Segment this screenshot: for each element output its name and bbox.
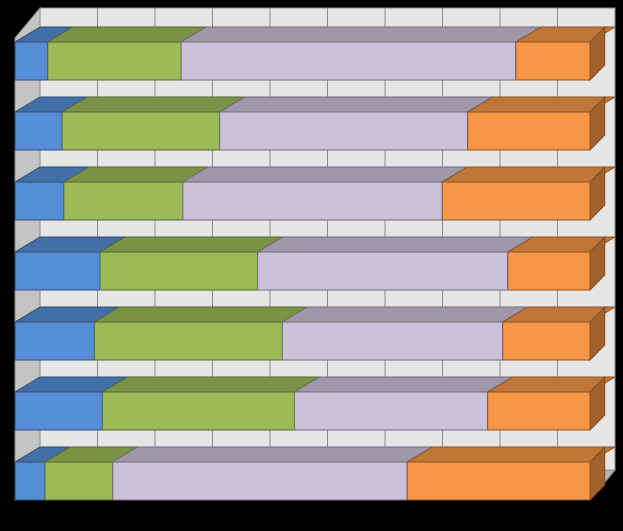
bar-segment <box>93 321 283 361</box>
bar-segment-top <box>255 236 535 253</box>
bar-segment-top <box>292 376 515 393</box>
bar-segment <box>441 181 591 221</box>
bar-segment <box>14 41 49 81</box>
bar-segment-top <box>60 96 247 113</box>
bar-segment <box>112 461 408 501</box>
bar-segment <box>14 181 65 221</box>
bar-row <box>13 375 617 432</box>
bars <box>13 25 617 502</box>
bar-segment <box>63 181 184 221</box>
bar-segment-top <box>45 26 208 43</box>
bar-segment-top <box>100 376 322 393</box>
bar-row <box>13 165 617 222</box>
bar-segment-top <box>217 96 495 113</box>
bar-segment <box>14 391 103 431</box>
bar-segment-top <box>92 306 310 323</box>
bar-segment-top <box>280 306 530 323</box>
bar-row <box>13 95 617 152</box>
bar-segment-top <box>179 26 543 43</box>
bar-segment <box>487 391 591 431</box>
bar-segment <box>293 391 489 431</box>
bar-segment <box>467 111 591 151</box>
bar-segment <box>180 41 517 81</box>
bar-segment <box>281 321 504 361</box>
bar-segment-top <box>440 166 617 183</box>
bar-segment <box>182 181 443 221</box>
bar-segment <box>257 251 509 291</box>
bar-segment <box>14 461 46 501</box>
bar-segment <box>502 321 591 361</box>
bar-row <box>13 25 617 82</box>
bar-row <box>13 305 617 362</box>
bar-segment <box>14 111 63 151</box>
bar-segment <box>515 41 591 81</box>
bar-segment-top <box>98 236 285 253</box>
bar-segment <box>219 111 469 151</box>
bar-segment-top <box>181 166 470 183</box>
bar-segment <box>99 251 259 291</box>
bar-segment <box>406 461 591 501</box>
bar-segment <box>14 251 101 291</box>
bar-row <box>13 445 617 502</box>
bar-segment <box>507 251 591 291</box>
bar-segment <box>61 111 221 151</box>
bar-segment <box>44 461 114 501</box>
bar-segment <box>14 321 95 361</box>
bar-row <box>13 235 617 292</box>
bar-segment <box>47 41 182 81</box>
bar-segment <box>101 391 295 431</box>
bar-segment-top <box>405 446 617 463</box>
bar-segment-top <box>110 446 434 463</box>
